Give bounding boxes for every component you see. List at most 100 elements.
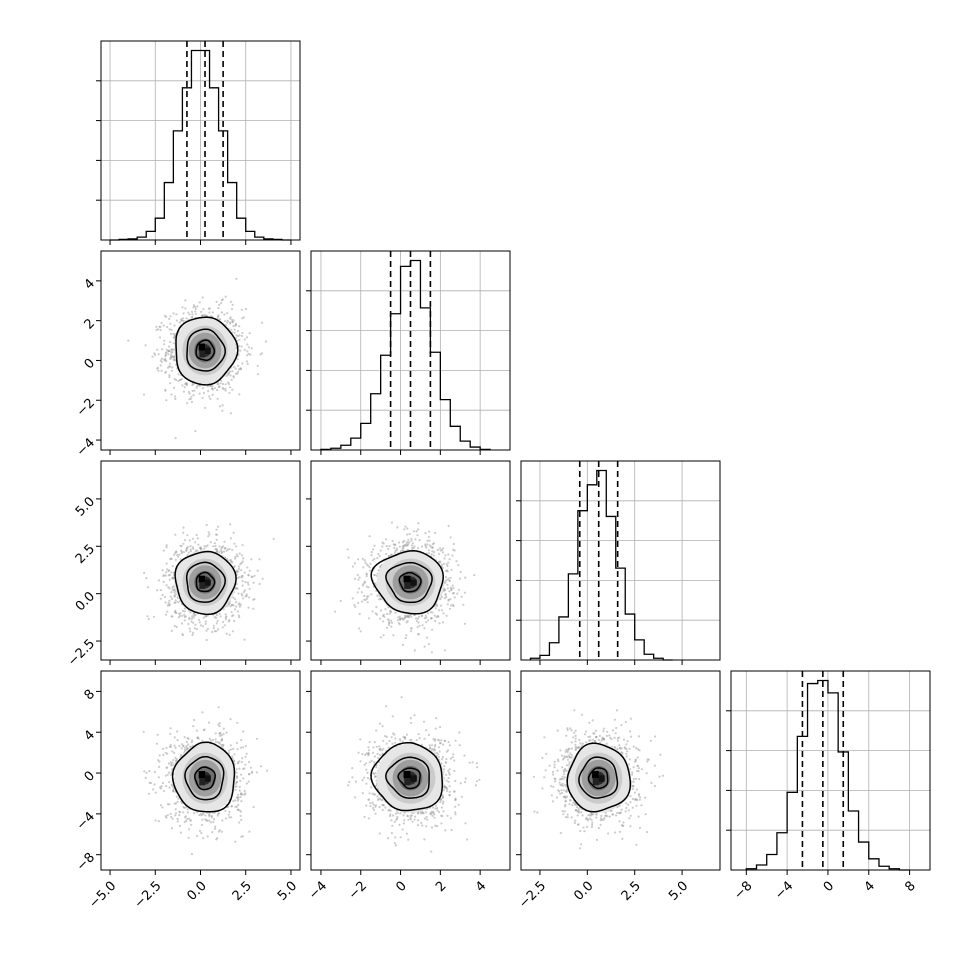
- density-core: [410, 579, 417, 586]
- scatter-point: [215, 614, 218, 617]
- scatter-point: [459, 570, 462, 574]
- scatter-point: [229, 559, 232, 562]
- scatter-point: [217, 628, 220, 631]
- scatter-point: [368, 566, 371, 569]
- scatter-point: [216, 548, 219, 551]
- scatter-point: [168, 345, 171, 348]
- scatter-point: [164, 389, 167, 392]
- scatter-point: [174, 397, 177, 401]
- scatter-point: [445, 563, 448, 566]
- scatter-point: [190, 617, 193, 620]
- scatter-point: [236, 610, 240, 613]
- scatter-point: [169, 761, 172, 764]
- scatter-point: [408, 541, 411, 544]
- scatter-point: [173, 595, 176, 598]
- scatter-point: [211, 393, 214, 396]
- scatter-point: [246, 362, 249, 366]
- scatter-point: [430, 553, 433, 556]
- scatter-point: [179, 544, 182, 547]
- scatter-point: [423, 645, 426, 648]
- scatter-point: [208, 819, 211, 822]
- scatter-point: [176, 730, 179, 733]
- scatter-point: [174, 609, 177, 612]
- scatter-point: [237, 614, 240, 617]
- scatter-point: [259, 353, 262, 356]
- scatter-point: [162, 549, 165, 552]
- scatter-point: [452, 548, 455, 552]
- scatter-point: [227, 381, 230, 384]
- scatter-point: [206, 614, 209, 617]
- scatter-point: [157, 579, 161, 582]
- scatter-point: [177, 379, 180, 383]
- scatter-point: [144, 344, 147, 347]
- scatter-point: [194, 312, 197, 315]
- scatter-point: [248, 332, 251, 335]
- scatter-point: [402, 546, 405, 549]
- scatter-point: [451, 584, 454, 587]
- scatter-point: [165, 746, 168, 750]
- scatter-point: [358, 587, 361, 590]
- scatter-point: [369, 562, 372, 566]
- scatter-point: [390, 625, 393, 628]
- scatter-point: [231, 320, 234, 324]
- scatter-point: [440, 604, 443, 607]
- scatter-point: [169, 727, 172, 730]
- scatter-point: [182, 811, 185, 814]
- scatter-point: [156, 733, 159, 736]
- scatter-point: [375, 574, 378, 577]
- scatter-point: [168, 317, 171, 321]
- scatter-point: [229, 386, 232, 389]
- scatter-point: [428, 530, 431, 533]
- scatter-point: [231, 614, 234, 618]
- scatter-point: [216, 837, 219, 840]
- scatter-point: [174, 812, 178, 815]
- scatter-point: [385, 552, 388, 556]
- scatter-point: [236, 329, 240, 333]
- scatter-point: [224, 320, 227, 323]
- scatter-point: [170, 393, 173, 396]
- scatter-point: [168, 578, 171, 581]
- scatter-point: [169, 350, 172, 353]
- scatter-point: [182, 526, 185, 529]
- scatter-point: [229, 537, 232, 540]
- scatter-point: [228, 383, 231, 386]
- scatter-point: [188, 392, 191, 395]
- scatter-point: [376, 594, 379, 597]
- scatter-point: [229, 321, 232, 324]
- scatter-point: [417, 547, 420, 550]
- scatter-point: [161, 593, 164, 597]
- scatter-point: [168, 569, 171, 572]
- scatter-point: [434, 531, 437, 535]
- scatter-point: [173, 378, 176, 381]
- scatter-point: [233, 619, 236, 623]
- scatter-point: [210, 315, 213, 318]
- scatter-point: [231, 603, 234, 607]
- scatter-point: [202, 616, 205, 619]
- scatter-point: [185, 317, 188, 320]
- scatter-point: [220, 301, 223, 305]
- scatter-point: [160, 357, 164, 360]
- scatter-point: [437, 609, 441, 612]
- scatter-point: [182, 390, 185, 393]
- scatter-point: [403, 528, 406, 531]
- scatter-point: [170, 815, 173, 819]
- scatter-panel-2-0: [96, 460, 301, 665]
- scatter-point: [359, 630, 362, 633]
- scatter-point: [373, 573, 376, 577]
- scatter-point: [207, 307, 210, 310]
- scatter-point: [169, 354, 173, 357]
- scatter-point: [390, 521, 393, 524]
- scatter-point: [195, 729, 198, 732]
- scatter-point: [191, 615, 194, 618]
- scatter-point: [220, 379, 223, 382]
- scatter-point: [178, 321, 181, 324]
- scatter-point: [189, 550, 192, 553]
- scatter-point: [242, 777, 245, 780]
- scatter-point: [182, 312, 185, 315]
- scatter-point: [452, 592, 455, 595]
- scatter-point: [235, 277, 238, 280]
- scatter-point: [178, 612, 181, 615]
- scatter-point: [212, 624, 215, 627]
- scatter-point: [240, 761, 243, 764]
- scatter-point: [224, 613, 227, 616]
